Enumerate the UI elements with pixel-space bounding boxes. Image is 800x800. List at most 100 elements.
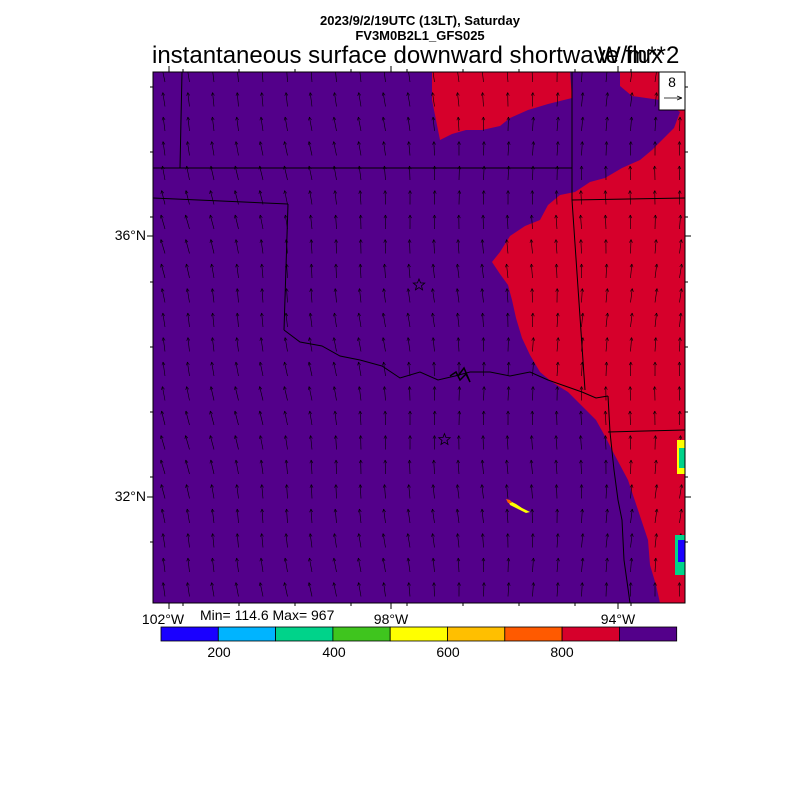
wind-arrowhead — [333, 92, 337, 96]
wind-arrow — [432, 263, 435, 279]
wind-arrowhead — [185, 484, 189, 488]
wind-arrow — [506, 263, 509, 279]
wind-arrowhead — [406, 312, 410, 317]
wind-arrowhead — [235, 263, 239, 268]
wind-arrow — [259, 141, 264, 156]
wind-arrow — [187, 582, 190, 597]
wind-arrowhead — [677, 410, 682, 415]
wind-arrowhead — [186, 582, 190, 586]
colorbar-swatch — [504, 626, 563, 642]
wind-arrow — [605, 435, 607, 450]
wind-arrow — [237, 72, 239, 83]
wind-arrow — [432, 72, 435, 83]
wind-arrowhead — [357, 508, 362, 513]
wind-arrow — [308, 141, 313, 156]
wind-arrow — [162, 92, 166, 107]
wind-arrowhead — [260, 288, 264, 292]
wind-arrow — [284, 557, 288, 573]
wind-arrow — [359, 263, 362, 279]
wind-arrow — [260, 239, 264, 254]
wind-arrowhead — [432, 361, 436, 366]
wind-arrow — [209, 435, 215, 450]
wind-arrowhead — [654, 484, 659, 488]
wind-arrowhead — [455, 484, 460, 488]
wind-arrowhead — [209, 459, 214, 464]
wind-arrow — [530, 459, 533, 475]
wind-arrowhead — [653, 214, 658, 219]
wind-arrow — [679, 239, 682, 254]
wind-arrowhead — [605, 312, 610, 317]
wind-arrowhead — [284, 92, 289, 96]
wind-arrowhead — [628, 214, 633, 219]
wind-arrowhead — [431, 116, 436, 121]
wind-arrowhead — [234, 361, 239, 366]
wind-arrowhead — [235, 337, 239, 341]
wind-arrowhead — [233, 190, 238, 194]
wind-arrow — [556, 263, 558, 279]
wind-arrowhead — [652, 165, 657, 170]
wind-arrow — [531, 435, 533, 450]
colorbar-swatch — [447, 626, 506, 642]
wind-arrow — [261, 288, 264, 303]
wind-arrow — [185, 410, 190, 426]
wind-arrowhead — [457, 190, 462, 194]
wind-arrowhead — [209, 214, 213, 219]
wind-arrowhead — [457, 141, 461, 145]
wind-arrowhead — [455, 263, 460, 268]
wind-arrow — [507, 582, 510, 597]
wind-arrow — [284, 141, 288, 156]
wind-arrowhead — [579, 239, 583, 243]
wind-arrow — [209, 190, 215, 205]
wind-arrowhead — [407, 141, 411, 145]
wind-arrowhead — [283, 337, 288, 341]
wind-arrow — [433, 141, 435, 156]
wind-arrow — [212, 92, 215, 107]
wind-arrowhead — [628, 386, 632, 390]
wind-arrowhead — [506, 68, 509, 71]
wind-arrow — [187, 312, 190, 328]
wind-arrowhead — [432, 410, 437, 415]
wind-arrow — [286, 508, 288, 524]
wind-arrowhead — [555, 582, 560, 586]
wind-arrow — [259, 582, 264, 597]
wind-arrowhead — [505, 92, 510, 96]
wind-arrowhead — [258, 386, 263, 390]
wind-arrowhead — [505, 484, 509, 488]
wind-arrow — [236, 508, 239, 524]
wind-arrowhead — [457, 361, 461, 366]
wind-arrowhead — [629, 239, 633, 243]
wind-arrow — [186, 508, 190, 524]
wind-arrow — [211, 508, 215, 524]
wind-arrowhead — [260, 92, 264, 96]
wind-arrow — [284, 361, 288, 377]
wind-arrowhead — [259, 557, 264, 562]
wind-arrowhead — [283, 410, 287, 415]
wind-arrow — [187, 116, 190, 132]
wind-arrowhead — [481, 68, 484, 71]
wind-arrow — [531, 263, 533, 279]
wind-arrowhead — [579, 165, 584, 170]
wind-arrowhead — [383, 214, 388, 219]
wind-arrow — [310, 508, 313, 524]
wind-arrowhead — [161, 312, 166, 317]
wind-arrowhead — [481, 557, 486, 562]
wind-arrowhead — [308, 533, 313, 537]
wind-arrow — [507, 361, 510, 377]
colorbar-swatch — [561, 626, 620, 642]
wind-arrowhead — [604, 141, 609, 145]
vector-reference-label: 8 — [668, 74, 676, 90]
wind-arrowhead — [185, 263, 189, 268]
lake-detail — [449, 366, 471, 383]
wind-arrow — [433, 239, 435, 254]
wind-arrow — [654, 72, 657, 83]
wind-arrow — [581, 312, 584, 328]
wind-arrowhead — [506, 557, 511, 562]
wind-arrow — [481, 239, 484, 254]
colorbar-swatch — [217, 626, 277, 642]
wind-arrowhead — [161, 68, 164, 71]
wind-arrowhead — [186, 68, 189, 71]
wind-arrow — [359, 72, 362, 83]
wind-arrow — [210, 239, 215, 254]
wind-arrow — [580, 190, 582, 205]
